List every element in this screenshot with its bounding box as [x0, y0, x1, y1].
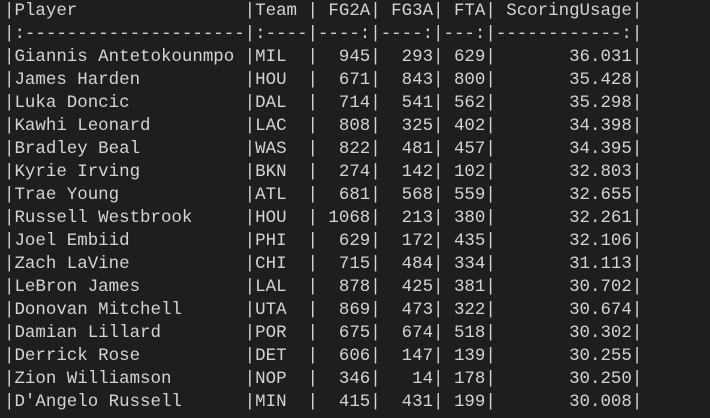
- table-row: |Russell Westbrook |HOU | 1068| 213| 380…: [4, 208, 643, 228]
- table-row: |D'Angelo Russell |MIN | 415| 431| 199| …: [4, 392, 643, 412]
- table-row: |Trae Young |ATL | 681| 568| 559| 32.655…: [4, 185, 643, 205]
- table-header-row: |Player |Team | FG2A| FG3A| FTA| Scoring…: [4, 1, 643, 21]
- table-row: |Bradley Beal |WAS | 822| 481| 457| 34.3…: [4, 139, 643, 159]
- table-row: |Giannis Antetokounmpo |MIL | 945| 293| …: [4, 47, 643, 67]
- table-row: |Joel Embiid |PHI | 629| 172| 435| 32.10…: [4, 231, 643, 251]
- table-row: |Zach LaVine |CHI | 715| 484| 334| 31.11…: [4, 254, 643, 274]
- table-row: |James Harden |HOU | 671| 843| 800| 35.4…: [4, 70, 643, 90]
- table-row: |Kyrie Irving |BKN | 274| 142| 102| 32.8…: [4, 162, 643, 182]
- table-separator-row: |:---------------------|:----|----:|----…: [4, 24, 643, 44]
- table-row: |Zion Williamson |NOP | 346| 14| 178| 30…: [4, 369, 643, 389]
- table-row: |Luka Doncic |DAL | 714| 541| 562| 35.29…: [4, 93, 643, 113]
- table-row: |Donovan Mitchell |UTA | 869| 473| 322| …: [4, 300, 643, 320]
- table-row: |Damian Lillard |POR | 675| 674| 518| 30…: [4, 323, 643, 343]
- table-row: |Kawhi Leonard |LAC | 808| 325| 402| 34.…: [4, 116, 643, 136]
- table-row: |Derrick Rose |DET | 606| 147| 139| 30.2…: [4, 346, 643, 366]
- table-row: |LeBron James |LAL | 878| 425| 381| 30.7…: [4, 277, 643, 297]
